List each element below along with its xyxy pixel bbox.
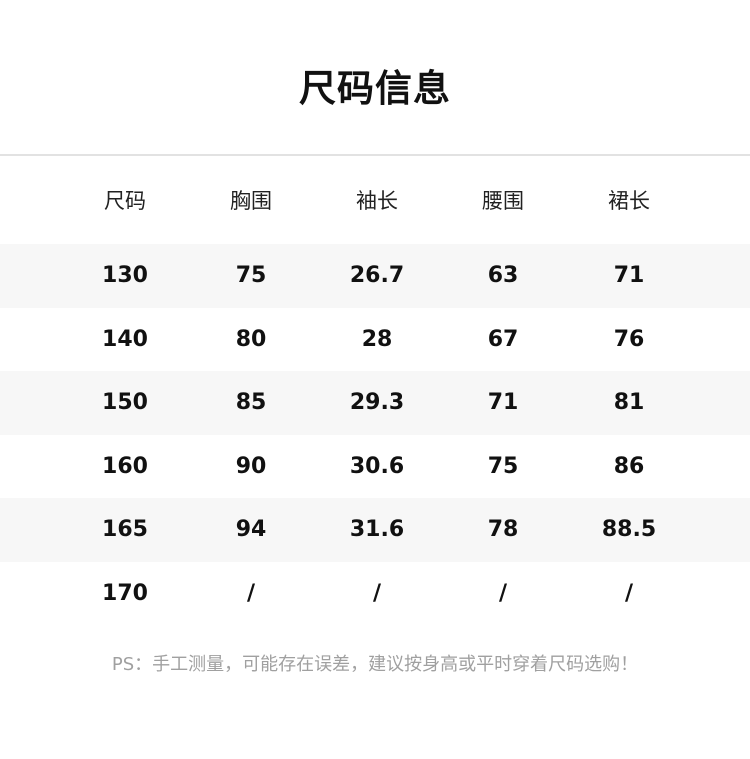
- table-cell: 160: [102, 453, 148, 479]
- table-row: 150 85 29.3 71 81: [0, 371, 750, 435]
- table-cell: 71: [487, 390, 519, 416]
- page-title: 尺码信息: [299, 67, 451, 110]
- size-table: 尺码 胸围 袖长 腰围 裙长 130 75 26.7 63 71 140 80 28 67 76 1…: [0, 168, 750, 625]
- table-cell: 67: [487, 326, 519, 352]
- table-cell: 140: [102, 326, 148, 352]
- table-cell: /: [624, 580, 634, 606]
- table-row: 140 80 28 67 76: [0, 308, 750, 372]
- table-row: 165 94 31.6 78 88.5: [0, 498, 750, 562]
- table-cell: 26.7: [349, 263, 405, 289]
- table-cell: 150: [102, 390, 148, 416]
- table-cell: 86: [613, 453, 645, 479]
- table-cell: 130: [102, 263, 148, 289]
- header-cell: 腰围: [482, 189, 524, 213]
- table-row: 130 75 26.7 63 71: [0, 244, 750, 308]
- table-cell: 81: [613, 390, 645, 416]
- table-cell: 80: [235, 326, 267, 352]
- table-cell: 85: [235, 390, 267, 416]
- table-cell: 76: [613, 326, 645, 352]
- table-cell: 71: [613, 263, 645, 289]
- table-cell: 170: [102, 580, 148, 606]
- divider: [0, 154, 750, 156]
- table-cell: /: [246, 580, 256, 606]
- table-cell: 75: [487, 453, 519, 479]
- table-cell: 63: [487, 263, 519, 289]
- header-cell: 胸围: [230, 189, 272, 213]
- header-cell: 裙长: [608, 189, 650, 213]
- table-cell: 29.3: [349, 390, 405, 416]
- table-cell: 88.5: [601, 517, 657, 543]
- footnote: PS：手工测量，可能存在误差，建议按身高或平时穿着尺码选购！: [111, 654, 639, 675]
- header-cell: 袖长: [356, 189, 398, 213]
- table-cell: /: [372, 580, 382, 606]
- table-row: 170 / / / /: [0, 562, 750, 626]
- table-cell: 90: [235, 453, 267, 479]
- table-cell: 75: [235, 263, 267, 289]
- table-body: 130 75 26.7 63 71 140 80 28 67 76 150 85 29.3 71 81 160…: [0, 244, 750, 625]
- table-row: 160 90 30.6 75 86: [0, 435, 750, 499]
- table-cell: 28: [361, 326, 393, 352]
- table-cell: 30.6: [349, 453, 405, 479]
- table-cell: 94: [235, 517, 267, 543]
- table-cell: /: [498, 580, 508, 606]
- table-cell: 31.6: [349, 517, 405, 543]
- table-cell: 78: [487, 517, 519, 543]
- table-header: 尺码 胸围 袖长 腰围 裙长: [0, 168, 750, 232]
- header-cell: 尺码: [104, 189, 146, 213]
- table-cell: 165: [102, 517, 148, 543]
